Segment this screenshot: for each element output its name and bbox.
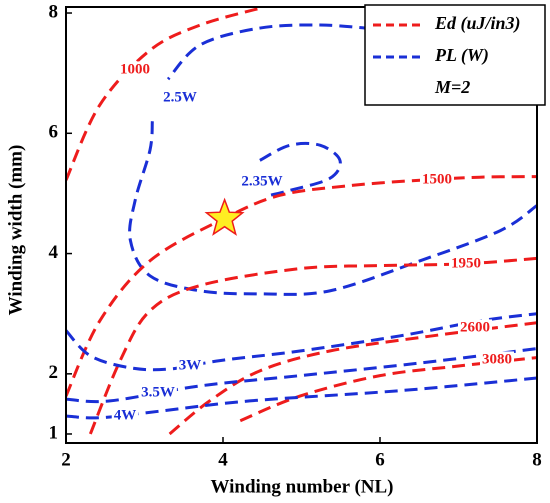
x-axis-label: Winding number (NL) [210, 476, 393, 497]
star-marker [204, 197, 245, 236]
contour-line [66, 175, 537, 397]
contour-label: 3.5W [141, 384, 175, 400]
contour-label-bg [420, 171, 454, 188]
contour-label-bg [239, 173, 285, 190]
contour-label-bg [458, 319, 492, 336]
contour-line [66, 312, 537, 372]
x-tick-label: 4 [218, 449, 228, 470]
contour-label: 3080 [482, 351, 512, 367]
contour-label: 3W [179, 357, 202, 373]
contour-line [259, 141, 342, 197]
contour-label: 2600 [460, 319, 490, 335]
contour-line [128, 23, 537, 296]
contour-label-bg [176, 357, 204, 374]
contour-label: 2.5W [163, 89, 197, 105]
contour-label-bg [480, 351, 514, 368]
y-axis-label: Winding width (mm) [5, 145, 26, 316]
contour-label: 1500 [422, 171, 452, 187]
legend-note: M=2 [434, 77, 470, 97]
plot-frame [65, 6, 538, 444]
legend-label: Ed (uJ/in3) [434, 13, 521, 34]
contour-label: 4W [114, 407, 137, 423]
x-tick-label: 8 [532, 449, 542, 470]
contour-label-bg [139, 384, 177, 401]
y-tick-label: 1 [49, 422, 59, 443]
legend-label: PL (W) [434, 45, 489, 66]
contour-label: 1000 [120, 61, 150, 77]
y-tick-label: 6 [49, 122, 59, 143]
contour-label: 2.35W [241, 173, 282, 189]
x-tick-label: 2 [61, 449, 71, 470]
y-tick-label: 4 [49, 242, 59, 263]
contour-line [66, 347, 537, 404]
contour-label: 1950 [451, 255, 481, 271]
contour-line [66, 7, 261, 181]
contour-line [88, 256, 537, 435]
y-tick-label: 2 [49, 362, 59, 383]
contour-label-bg [449, 255, 483, 272]
contour-label-bg [118, 61, 152, 78]
y-tick-label: 8 [49, 1, 59, 22]
contour-label-bg [161, 89, 199, 106]
legend-box [364, 4, 546, 106]
contour-label-bg [111, 407, 139, 424]
contour-line [168, 321, 537, 436]
x-tick-label: 6 [375, 449, 385, 470]
contour-line [66, 376, 537, 420]
